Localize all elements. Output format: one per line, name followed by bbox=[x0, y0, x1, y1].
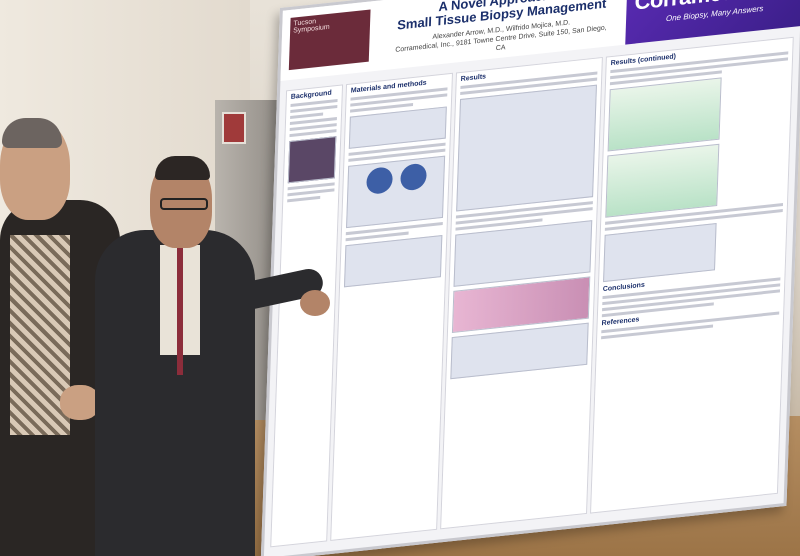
background-figure bbox=[287, 136, 337, 184]
sequencing-plot-1 bbox=[607, 77, 722, 152]
methods-figure-3 bbox=[343, 234, 443, 288]
results-table bbox=[453, 220, 593, 287]
methods-figure-1 bbox=[348, 106, 447, 149]
sequencing-plot-2 bbox=[605, 143, 720, 218]
research-poster: Tucson Symposium A Novel Approach to Sma… bbox=[260, 0, 800, 556]
methods-figure-2 bbox=[346, 155, 446, 229]
variant-comparison-table bbox=[603, 223, 717, 283]
presenter-left-hair bbox=[2, 118, 62, 148]
eyeglasses bbox=[160, 198, 208, 210]
results-graph bbox=[450, 322, 589, 380]
poster-column-results: Results bbox=[440, 56, 603, 530]
presenter-right-lanyard bbox=[177, 245, 183, 375]
board-sticker bbox=[222, 112, 246, 144]
symposium-logo: Tucson Symposium bbox=[288, 9, 371, 71]
pointing-hand bbox=[300, 290, 330, 316]
results-radial-diagram bbox=[456, 84, 597, 212]
presenter-right-hair bbox=[155, 156, 210, 180]
poster-column-results-continued: Results (continued) Conclusions Referenc… bbox=[590, 36, 794, 514]
flow-diagram-circle bbox=[365, 166, 393, 196]
poster-column-methods: Materials and methods bbox=[330, 72, 453, 542]
presenter-left-hands bbox=[60, 385, 100, 420]
flow-diagram-circle bbox=[399, 162, 427, 192]
